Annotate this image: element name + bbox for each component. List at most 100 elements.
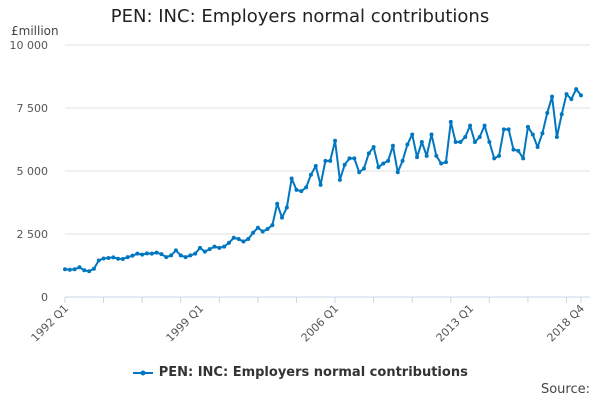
data-point xyxy=(67,267,72,272)
data-point xyxy=(554,134,559,139)
data-point xyxy=(72,267,77,272)
data-point xyxy=(569,97,574,102)
data-point xyxy=(87,269,92,274)
data-point xyxy=(545,111,550,116)
data-point xyxy=(260,229,265,234)
data-point xyxy=(333,138,338,143)
data-point xyxy=(289,176,294,181)
x-tick-label: 2013 Q1 xyxy=(434,302,477,345)
data-point xyxy=(106,255,111,260)
data-point xyxy=(116,256,121,261)
data-point xyxy=(212,244,217,249)
data-point xyxy=(270,223,275,228)
data-point xyxy=(77,265,82,270)
data-point xyxy=(125,255,130,260)
data-point xyxy=(371,145,376,150)
x-tick-label: 2018 Q4 xyxy=(545,302,588,345)
data-point xyxy=(366,151,371,156)
data-point xyxy=(564,92,569,97)
data-point xyxy=(530,132,535,137)
data-point xyxy=(140,252,145,257)
data-point xyxy=(395,170,400,175)
data-point xyxy=(579,93,583,98)
data-point xyxy=(198,245,203,250)
data-point xyxy=(381,161,386,166)
data-point xyxy=(164,255,169,260)
data-point xyxy=(135,251,140,256)
x-tick-label: 1992 Q1 xyxy=(29,302,72,345)
data-point xyxy=(415,155,420,160)
source-label: Source: xyxy=(540,382,590,397)
data-point xyxy=(188,253,193,258)
data-point xyxy=(424,153,429,158)
data-point xyxy=(91,266,96,271)
data-point xyxy=(280,215,285,220)
data-point xyxy=(294,187,299,192)
data-point xyxy=(304,185,309,190)
data-point xyxy=(443,160,448,165)
y-tick-label: 5 000 xyxy=(17,165,49,178)
y-tick-label: 10 000 xyxy=(10,39,49,52)
data-point xyxy=(535,145,540,150)
data-point xyxy=(487,140,492,145)
data-point xyxy=(550,94,555,99)
data-point xyxy=(236,237,241,242)
data-point xyxy=(434,153,439,158)
data-point xyxy=(130,253,135,258)
data-point xyxy=(159,252,164,257)
data-point xyxy=(241,239,246,244)
legend-line-marker-icon xyxy=(133,370,154,375)
y-tick-label: 2 500 xyxy=(17,228,49,241)
data-point xyxy=(318,182,323,187)
chart-title: PEN: INC: Employers normal contributions xyxy=(110,6,490,27)
data-point xyxy=(328,158,333,163)
data-point xyxy=(169,253,174,258)
data-point xyxy=(559,112,564,117)
y-tick-label: 0 xyxy=(41,291,48,304)
data-point xyxy=(386,158,391,163)
data-point xyxy=(178,253,183,258)
data-point xyxy=(448,119,453,124)
data-point xyxy=(226,240,231,245)
data-point xyxy=(173,248,178,253)
data-point xyxy=(255,225,260,230)
y-axis-unit-label: £million xyxy=(11,24,59,38)
data-point xyxy=(207,247,212,252)
x-tick-label: 2006 Q1 xyxy=(299,302,342,345)
data-point xyxy=(337,177,342,182)
data-point xyxy=(101,256,106,261)
data-point xyxy=(463,134,468,139)
data-point xyxy=(477,134,482,139)
legend-label: PEN: INC: Employers normal contributions xyxy=(158,365,468,380)
data-point xyxy=(342,162,347,167)
data-point xyxy=(497,153,502,158)
data-point xyxy=(540,131,545,136)
data-point xyxy=(347,156,352,161)
data-point xyxy=(453,140,458,145)
data-point xyxy=(511,147,516,152)
data-point xyxy=(183,255,188,260)
data-point xyxy=(458,140,463,145)
legend[interactable]: PEN: INC: Employers normal contributions xyxy=(0,365,600,380)
data-point xyxy=(149,251,154,256)
data-point xyxy=(574,87,579,92)
data-point xyxy=(390,143,395,148)
data-point xyxy=(231,235,236,240)
data-point xyxy=(82,268,87,273)
data-point xyxy=(400,158,405,163)
data-point xyxy=(246,237,251,242)
data-point xyxy=(275,201,280,206)
data-point xyxy=(405,142,410,147)
data-point xyxy=(299,189,304,194)
data-point xyxy=(492,156,497,161)
data-point xyxy=(410,132,415,137)
data-point xyxy=(352,156,357,161)
data-point xyxy=(120,256,125,261)
data-point xyxy=(96,258,101,263)
data-point xyxy=(111,255,116,260)
data-point xyxy=(525,124,530,129)
data-point xyxy=(308,172,313,177)
x-tick-label: 1999 Q1 xyxy=(164,302,207,345)
data-point xyxy=(376,165,381,170)
